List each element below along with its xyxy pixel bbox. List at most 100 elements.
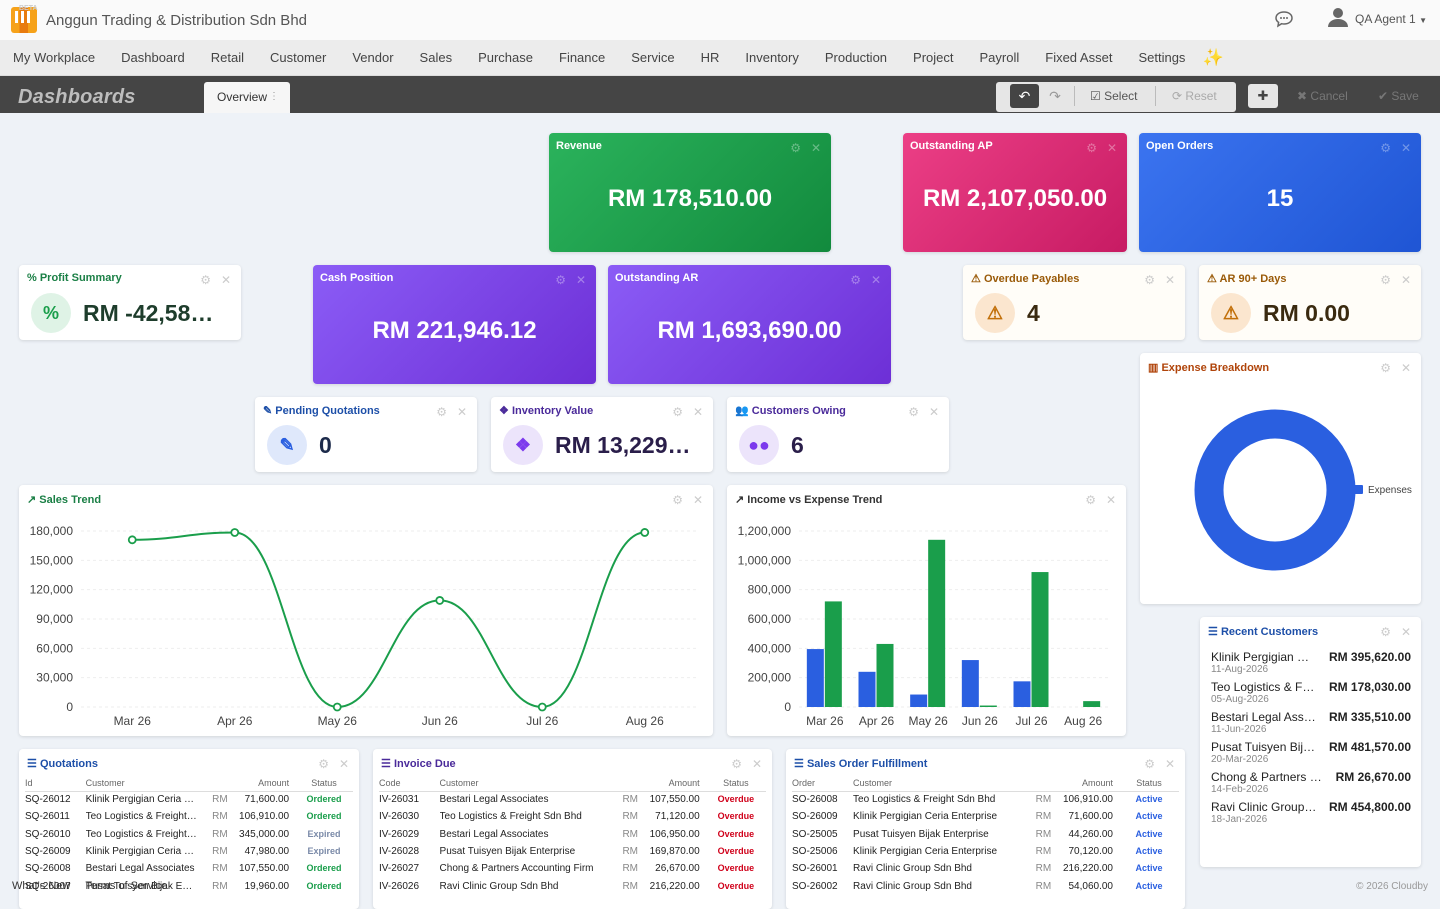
tab-options-icon[interactable]: ⋮	[269, 91, 279, 102]
gear-icon[interactable]: ⚙	[1380, 625, 1391, 639]
col-header[interactable]: Customer	[853, 775, 1036, 792]
outstanding-ar-card[interactable]: Outstanding AR ⚙ ✕ RM 1,693,690.00	[608, 265, 891, 384]
col-header[interactable]: Order	[792, 775, 854, 792]
open-orders-card[interactable]: Open Orders ⚙ ✕ 15	[1139, 133, 1421, 252]
reset-button[interactable]: ⟳ Reset	[1172, 89, 1217, 103]
gear-icon[interactable]: ⚙	[731, 757, 742, 771]
col-header[interactable]: Amount	[212, 775, 296, 792]
close-icon[interactable]: ✕	[1400, 625, 1411, 639]
close-icon[interactable]: ✕	[1400, 361, 1411, 375]
close-icon[interactable]: ✕	[692, 493, 703, 507]
gear-icon[interactable]: ⚙	[1086, 141, 1097, 155]
close-icon[interactable]: ✕	[575, 273, 586, 287]
gear-icon[interactable]: ⚙	[436, 405, 447, 419]
table-row[interactable]: IV-26031 Bestari Legal Associates RM 107,55…	[379, 791, 766, 808]
menu-item-payroll[interactable]: Payroll	[979, 50, 1020, 65]
menu-item-service[interactable]: Service	[631, 50, 675, 65]
cash-position-card[interactable]: Cash Position ⚙ ✕ RM 221,946.12	[313, 265, 596, 384]
table-row[interactable]: SO-26008 Teo Logistics & Freight Sdn Bhd R…	[792, 791, 1179, 808]
gear-icon[interactable]: ⚙	[318, 757, 329, 771]
company-name[interactable]: Anggun Trading & Distribution Sdn Bhd	[46, 11, 307, 29]
list-item[interactable]: Bestari Legal Ass… RM 335,510.00 11-Jun-20…	[1211, 710, 1411, 740]
menu-item-project[interactable]: Project	[913, 50, 954, 65]
profit-summary-card[interactable]: % Profit Summary ⚙ ✕ % RM -42,58…	[19, 265, 241, 340]
col-header[interactable]: Customer	[439, 775, 623, 792]
gear-icon[interactable]: ⚙	[555, 273, 566, 287]
user-avatar-icon[interactable]	[1327, 6, 1349, 28]
table-row[interactable]: IV-26030 Teo Logistics & Freight Sdn Bhd R…	[379, 808, 766, 825]
undo-button[interactable]: ↶	[1010, 84, 1039, 108]
menu-item-customer[interactable]: Customer	[269, 50, 327, 65]
close-icon[interactable]: ✕	[1164, 757, 1175, 771]
menu-item-production[interactable]: Production	[824, 50, 888, 65]
close-icon[interactable]: ✕	[1105, 493, 1116, 507]
close-icon[interactable]: ✕	[1400, 141, 1411, 155]
save-button[interactable]: ✔ Save	[1378, 89, 1419, 103]
table-row[interactable]: SQ-26009 Klinik Pergigian Ceria … RM 47,980…	[25, 843, 353, 860]
menu-item-vendor[interactable]: Vendor	[352, 50, 394, 65]
terms-link[interactable]: Terms of Service	[85, 880, 168, 892]
pending-quotations-card[interactable]: ✎ Pending Quotations ⚙ ✕ ✎ 0	[255, 397, 477, 472]
col-header[interactable]: Customer	[85, 775, 213, 792]
list-item[interactable]: Klinik Pergigian … RM 395,620.00 11-Aug-20…	[1211, 650, 1411, 680]
col-header[interactable]: Amount	[1035, 775, 1119, 792]
table-row[interactable]: SO-25006 Klinik Pergigian Ceria Enterpris…	[792, 843, 1179, 860]
close-icon[interactable]: ✕	[870, 273, 881, 287]
menu-item-dashboard[interactable]: Dashboard	[121, 50, 185, 65]
gear-icon[interactable]: ⚙	[1144, 757, 1155, 771]
table-row[interactable]: IV-26028 Pusat Tuisyen Bijak Enterprise RM…	[379, 843, 766, 860]
close-icon[interactable]: ✕	[751, 757, 762, 771]
select-button[interactable]: ☑ Select	[1090, 89, 1137, 103]
menu-item-my-workplace[interactable]: My Workplace	[13, 50, 96, 65]
menu-item-hr[interactable]: HR	[700, 50, 720, 65]
table-row[interactable]: SQ-26008 Bestari Legal Associates RM 107,55…	[25, 860, 353, 877]
customers-owing-card[interactable]: 👥 Customers Owing ⚙ ✕ ●● 6	[727, 397, 949, 472]
list-item[interactable]: Teo Logistics & F… RM 178,030.00 05-Aug-20…	[1211, 680, 1411, 710]
ar-90-days-card[interactable]: ⚠ AR 90+ Days ⚙ ✕ ⚠ RM 0.00	[1199, 265, 1421, 340]
col-header[interactable]: Status	[705, 775, 766, 792]
close-icon[interactable]: ✕	[1106, 141, 1117, 155]
gear-icon[interactable]: ⚙	[200, 273, 211, 287]
tab-overview[interactable]: Overview ⋮	[204, 82, 290, 113]
chat-icon[interactable]	[1274, 10, 1294, 28]
menu-item-fixed-asset[interactable]: Fixed Asset	[1045, 50, 1113, 65]
close-icon[interactable]: ✕	[1400, 273, 1411, 287]
table-row[interactable]: SQ-26011 Teo Logistics & Freight… RM 106,91…	[25, 808, 353, 825]
company-logo[interactable]	[11, 7, 37, 33]
gear-icon[interactable]: ⚙	[1085, 493, 1096, 507]
gear-icon[interactable]: ⚙	[1380, 361, 1391, 375]
menu-item-sales[interactable]: Sales	[419, 50, 453, 65]
overdue-payables-card[interactable]: ⚠ Overdue Payables ⚙ ✕ ⚠ 4	[963, 265, 1185, 340]
gear-icon[interactable]: ⚙	[672, 493, 683, 507]
close-icon[interactable]: ✕	[338, 757, 349, 771]
menu-item-settings[interactable]: Settings	[1138, 50, 1186, 65]
close-icon[interactable]: ✕	[928, 405, 939, 419]
menu-item-inventory[interactable]: Inventory	[745, 50, 799, 65]
table-row[interactable]: SQ-26010 Teo Logistics & Freight… RM 345,00…	[25, 826, 353, 843]
col-header[interactable]: Status	[1119, 775, 1179, 792]
list-item[interactable]: Chong & Partners … RM 26,670.00 14-Feb-202…	[1211, 770, 1411, 800]
col-header[interactable]: Code	[379, 775, 440, 792]
menu-item-purchase[interactable]: Purchase	[478, 50, 533, 65]
table-row[interactable]: IV-26026 Ravi Clinic Group Sdn Bhd RM 216,2…	[379, 877, 766, 894]
gear-icon[interactable]: ⚙	[790, 141, 801, 155]
close-icon[interactable]: ✕	[456, 405, 467, 419]
gear-icon[interactable]: ⚙	[1380, 141, 1391, 155]
cancel-button[interactable]: ✖ Cancel	[1297, 89, 1348, 103]
table-row[interactable]: SO-25005 Pusat Tuisyen Bijak Enterprise RM…	[792, 826, 1179, 843]
table-row[interactable]: IV-26027 Chong & Partners Accounting Firm…	[379, 860, 766, 877]
close-icon[interactable]: ✕	[692, 405, 703, 419]
revenue-card[interactable]: Revenue ⚙ ✕ RM 178,510.00	[549, 133, 831, 252]
gear-icon[interactable]: ⚙	[1144, 273, 1155, 287]
table-row[interactable]: IV-26029 Bestari Legal Associates RM 106,95…	[379, 826, 766, 843]
menu-item-finance[interactable]: Finance	[559, 50, 606, 65]
list-item[interactable]: Ravi Clinic Group… RM 454,800.00 18-Jan-20…	[1211, 800, 1411, 830]
outstanding-ap-card[interactable]: Outstanding AP ⚙ ✕ RM 2,107,050.00	[903, 133, 1127, 252]
table-row[interactable]: SQ-26012 Klinik Pergigian Ceria … RM 71,600…	[25, 791, 353, 808]
table-row[interactable]: SO-26001 Ravi Clinic Group Sdn Bhd RM 216,2…	[792, 860, 1179, 877]
close-icon[interactable]: ✕	[220, 273, 231, 287]
inventory-value-card[interactable]: ❖ Inventory Value ⚙ ✕ ❖ RM 13,229…	[491, 397, 713, 472]
user-menu[interactable]: QA Agent 1 ▼	[1355, 12, 1427, 26]
gear-icon[interactable]: ⚙	[908, 405, 919, 419]
gear-icon[interactable]: ⚙	[1380, 273, 1391, 287]
